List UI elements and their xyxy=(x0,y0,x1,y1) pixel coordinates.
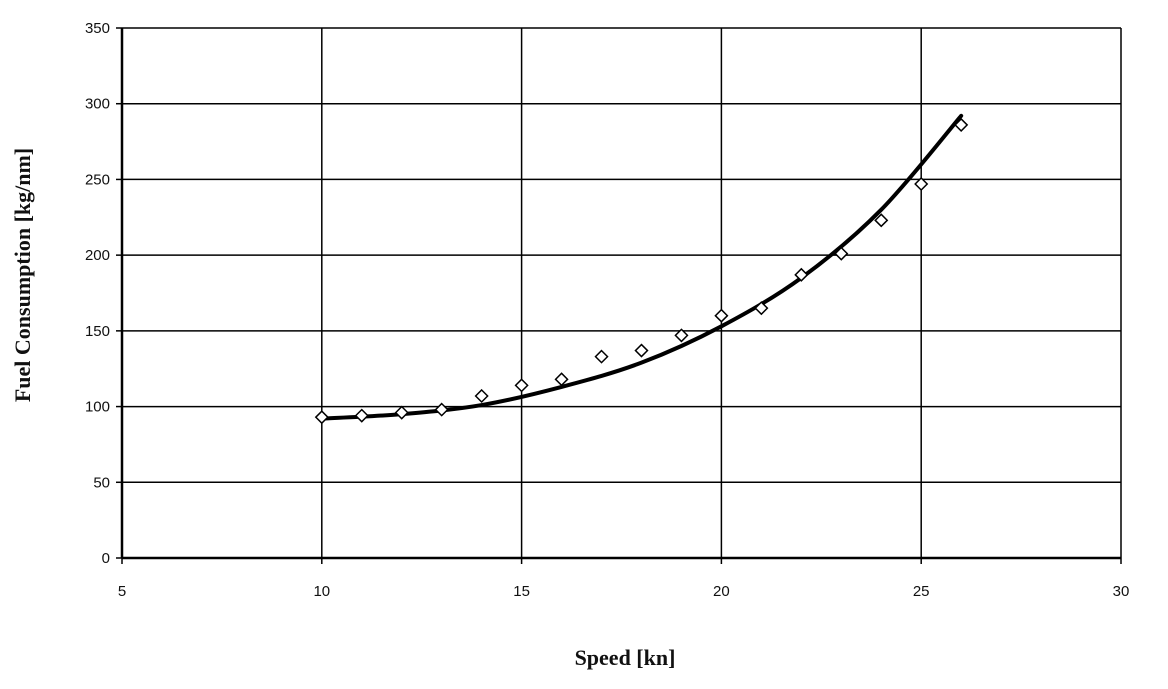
data-point xyxy=(394,405,409,420)
data-point xyxy=(754,301,769,316)
data-point xyxy=(354,408,369,423)
data-point xyxy=(594,349,609,364)
axes xyxy=(116,27,1122,564)
x-tick-label: 30 xyxy=(1113,583,1130,600)
x-tick-label: 20 xyxy=(713,583,730,600)
y-tick-label: 300 xyxy=(85,96,110,113)
data-point xyxy=(714,308,729,323)
data-points-series xyxy=(314,117,969,425)
y-tick-label: 150 xyxy=(85,323,110,340)
y-tick-label: 350 xyxy=(85,20,110,37)
x-tick-label: 5 xyxy=(118,583,126,600)
data-point xyxy=(954,117,969,132)
x-tick-labels: 5 10 15 20 25 30 xyxy=(118,583,1130,600)
x-tick-label: 15 xyxy=(513,583,530,600)
x-axis-title: Speed [kn] xyxy=(575,645,676,670)
y-tick-label: 50 xyxy=(93,474,110,491)
data-point xyxy=(634,343,649,358)
y-tick-labels: 0 50 100 150 200 250 300 350 xyxy=(85,20,110,567)
grid-lines xyxy=(121,27,1122,559)
x-tick-label: 10 xyxy=(313,583,330,600)
data-point xyxy=(674,328,689,343)
x-tick-label: 25 xyxy=(913,583,930,600)
data-point xyxy=(474,388,489,404)
data-point xyxy=(434,402,449,417)
y-axis-title: Fuel Consumption [kg/nm] xyxy=(10,148,35,402)
y-tick-label: 200 xyxy=(85,247,110,264)
trendline xyxy=(319,113,964,421)
data-point xyxy=(834,246,849,261)
trendline-series xyxy=(319,113,964,421)
data-point xyxy=(874,213,889,228)
data-point xyxy=(314,410,329,425)
data-point xyxy=(794,267,809,282)
data-point xyxy=(914,176,929,192)
y-tick-label: 100 xyxy=(85,399,110,416)
y-tick-label: 0 xyxy=(102,550,110,567)
y-tick-label: 250 xyxy=(85,171,110,188)
data-point xyxy=(514,378,529,393)
data-point xyxy=(554,372,569,387)
